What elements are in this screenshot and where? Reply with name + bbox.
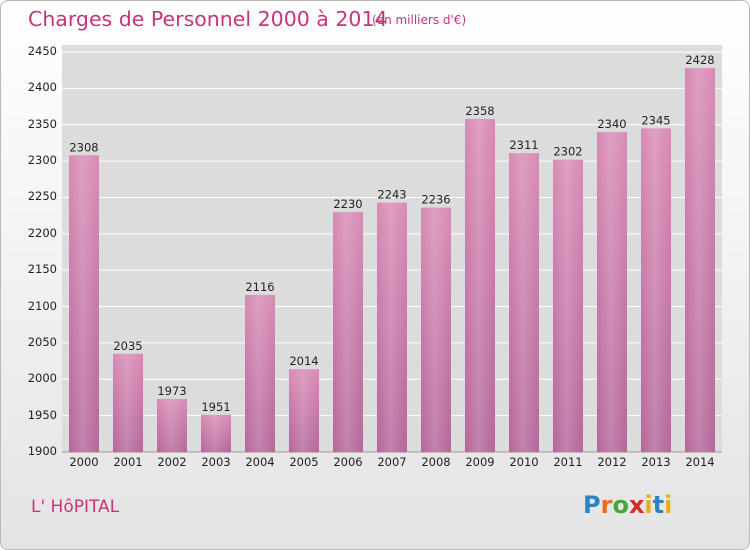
x-tick-label: 2003 [201,455,231,469]
brand-letter: r [600,491,613,519]
y-tick-label: 2050 [27,334,57,349]
bar-highlight [69,155,99,453]
brand-letter: i [644,491,653,519]
commune-name: L' HôPITAL [31,497,120,517]
bar-highlight [333,212,363,452]
bar-value-label: 2243 [377,188,406,202]
x-tick-label: 2013 [641,455,671,469]
bar-highlight [113,353,143,452]
y-tick-label: 2300 [27,153,57,168]
bar-value-label: 2340 [597,117,626,131]
x-tick-label: 2011 [553,455,583,469]
x-tick-label: 2007 [377,455,407,469]
bar-value-label: 2345 [641,113,670,127]
bar-value-label: 2014 [289,354,318,368]
bar-value-label: 2308 [69,140,98,154]
bar-value-label: 1973 [157,384,186,398]
y-tick-label: 1900 [27,444,57,458]
x-tick-label: 2000 [69,455,99,469]
x-tick-label: 2009 [465,455,495,469]
x-tick-label: 2014 [685,455,715,469]
bar-highlight [509,153,539,452]
bar-highlight [245,294,275,452]
bar-value-label: 2311 [509,138,538,152]
bar-value-label: 2116 [245,280,274,294]
y-tick-label: 2350 [27,116,57,131]
x-tick-label: 2010 [509,455,539,469]
chart-subtitle: (en milliers d'€) [372,13,467,27]
bar-value-label: 2035 [113,339,142,353]
y-tick-label: 2250 [27,189,57,204]
bar-highlight [289,369,319,452]
bar-value-label: 2428 [685,53,714,67]
bar-highlight [641,128,671,452]
x-tick-label: 2002 [157,455,187,469]
bar-highlight [157,398,187,452]
bar-highlight [465,118,495,452]
bar-highlight [421,207,451,452]
x-tick-label: 2006 [333,455,363,469]
brand-letter: o [612,491,629,519]
bar-highlight [201,414,231,452]
y-tick-label: 2450 [27,44,57,58]
y-tick-label: 2100 [27,298,57,313]
brand-letter: x [628,491,645,519]
bar-highlight [553,159,583,453]
brand-letter: t [652,491,665,519]
bar-highlight [685,68,715,452]
brand-letter: P [583,491,601,519]
bar-value-label: 2236 [421,193,450,207]
y-tick-label: 1950 [27,407,57,422]
bar-value-label: 1951 [201,400,230,414]
bar-value-label: 2230 [333,197,362,211]
y-tick-label: 2400 [27,80,57,95]
brand-letter: i [664,491,673,519]
bar-value-label: 2358 [465,104,494,118]
x-tick-label: 2005 [289,455,319,469]
bar-highlight [597,132,627,452]
y-tick-label: 2200 [27,225,57,240]
y-tick-label: 2150 [27,262,57,277]
brand-logo: Proxiti [583,491,672,519]
bar-highlight [377,202,407,452]
chart-title: Charges de Personnel 2000 à 2014 [28,7,388,31]
y-tick-label: 2000 [27,371,57,386]
x-tick-label: 2001 [113,455,143,469]
x-tick-label: 2008 [421,455,451,469]
bar-value-label: 2302 [553,145,582,159]
x-tick-label: 2004 [245,455,275,469]
x-tick-label: 2012 [597,455,627,469]
